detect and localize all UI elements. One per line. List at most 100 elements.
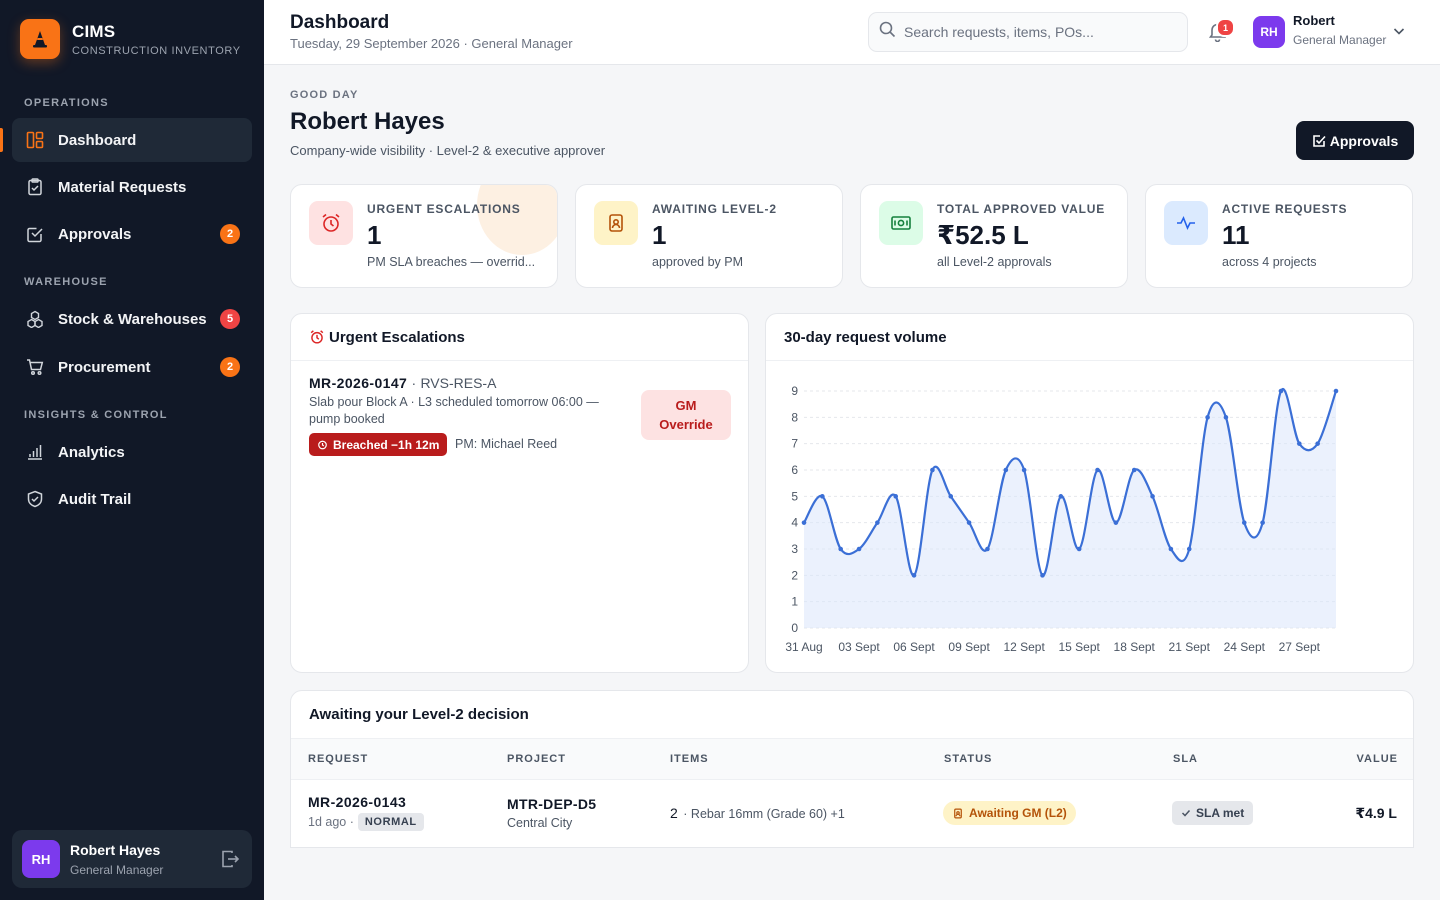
kpi-total-approved-value[interactable]: TOTAL APPROVED VALUE ₹52.5 L all Level-2… (860, 184, 1128, 288)
search-input[interactable] (904, 24, 1174, 40)
y-tick-label: 5 (791, 489, 798, 503)
sidebar-item-material-requests[interactable]: Material Requests (12, 165, 252, 209)
banknote-icon (879, 201, 923, 245)
level2-decisions-panel: Awaiting your Level-2 decision REQUEST P… (290, 690, 1414, 848)
data-point[interactable] (1297, 441, 1302, 446)
header-user-info[interactable]: Robert General Manager (1293, 13, 1386, 47)
clipboard-icon (26, 178, 44, 196)
data-point[interactable] (1241, 520, 1247, 525)
data-point[interactable] (1315, 441, 1320, 446)
escalation-project-sep: · (411, 375, 417, 391)
greeting-name: Robert Hayes (290, 108, 445, 135)
panel-title: Urgent Escalations (329, 328, 465, 346)
kpi-label: ACTIVE REQUESTS (1222, 202, 1348, 216)
sidebar-item-stock-warehouses[interactable]: Stock & Warehouses 5 (12, 297, 252, 341)
data-point[interactable] (875, 520, 880, 525)
data-point[interactable] (948, 494, 954, 499)
x-tick-label: 31 Aug (785, 640, 822, 654)
data-point[interactable] (1278, 388, 1284, 394)
brand[interactable]: CIMS CONSTRUCTION INVENTORY (20, 19, 241, 59)
data-point[interactable] (1040, 573, 1045, 578)
data-point[interactable] (1095, 467, 1100, 473)
data-point[interactable] (1223, 415, 1229, 420)
kpi-value: ₹52.5 L (937, 220, 1029, 250)
data-point[interactable] (985, 546, 990, 552)
x-tick-label: 15 Sept (1058, 640, 1100, 654)
data-point[interactable] (930, 467, 935, 473)
x-tick-label: 03 Sept (838, 640, 880, 654)
data-point[interactable] (1113, 520, 1119, 525)
y-tick-label: 3 (791, 542, 798, 556)
sla-text: SLA met (1196, 806, 1245, 820)
y-tick-label: 0 (791, 621, 798, 635)
kpi-urgent-escalations[interactable]: URGENT ESCALATIONS 1 PM SLA breaches — o… (290, 184, 558, 288)
panel-header: Urgent Escalations (291, 314, 748, 361)
data-point[interactable] (801, 520, 807, 525)
series-line (803, 387, 1338, 577)
brand-name: CIMS (72, 21, 116, 41)
request-id[interactable]: MR-2026-0143 (308, 794, 407, 810)
x-tick-label: 12 Sept (1003, 640, 1045, 654)
data-point[interactable] (820, 494, 825, 499)
data-point[interactable] (1076, 546, 1082, 552)
data-point[interactable] (1168, 546, 1174, 552)
column-header-value: VALUE (1356, 753, 1398, 765)
data-point[interactable] (1003, 467, 1009, 473)
sidebar-item-dashboard[interactable]: Dashboard (0, 118, 252, 162)
gm-override-button[interactable]: GM Override (641, 390, 731, 440)
data-point[interactable] (966, 520, 972, 525)
y-tick-label: 7 (791, 437, 798, 451)
data-point[interactable] (1205, 415, 1210, 420)
search-box[interactable] (868, 12, 1188, 52)
status-cell: Awaiting GM (L2) (943, 801, 1076, 825)
alarm-clock-icon (309, 201, 353, 245)
sidebar-item-analytics[interactable]: Analytics (12, 430, 252, 474)
escalation-request-id[interactable]: MR-2026-0147 · RVS-RES-A (309, 375, 496, 391)
sidebar-item-label: Audit Trail (58, 490, 132, 508)
data-point[interactable] (1131, 467, 1137, 473)
x-tick-label: 18 Sept (1114, 640, 1156, 654)
y-tick-label: 6 (791, 463, 798, 477)
sidebar-item-label: Approvals (58, 225, 132, 243)
kpi-awaiting-level-2[interactable]: AWAITING LEVEL-2 1 approved by PM (575, 184, 843, 288)
badge-icon (594, 201, 638, 245)
data-point[interactable] (838, 546, 843, 552)
chevron-down-icon[interactable] (1392, 24, 1406, 43)
x-tick-label: 21 Sept (1169, 640, 1211, 654)
data-point[interactable] (1260, 520, 1265, 525)
logout-icon[interactable] (220, 849, 240, 874)
sidebar-item-label: Procurement (58, 358, 151, 376)
sidebar-item-label: Material Requests (58, 178, 187, 196)
search-icon (879, 21, 896, 43)
priority-badge: NORMAL (357, 813, 424, 831)
header-avatar[interactable]: RH (1253, 16, 1285, 48)
bar-chart-icon (26, 443, 44, 461)
data-point[interactable] (856, 546, 862, 552)
status-badge: Awaiting GM (L2) (943, 801, 1076, 825)
data-point[interactable] (1186, 546, 1192, 552)
alarm-clock-icon (310, 330, 324, 344)
panel-header: Awaiting your Level-2 decision (291, 691, 1413, 738)
status-text: Awaiting GM (L2) (969, 806, 1067, 820)
project-cell: MTR-DEP-D5 Central City (507, 796, 596, 830)
sidebar-item-approvals[interactable]: Approvals 2 (12, 212, 252, 256)
sidebar-item-procurement[interactable]: Procurement 2 (12, 345, 252, 389)
panel-header: 30-day request volume (766, 314, 1413, 361)
greeting-subtitle: Company-wide visibility · Level-2 & exec… (290, 143, 606, 158)
table-header: REQUEST PROJECT ITEMS STATUS SLA VALUE (291, 738, 1413, 780)
kpi-active-requests[interactable]: ACTIVE REQUESTS 11 across 4 projects (1145, 184, 1413, 288)
data-point[interactable] (1021, 467, 1027, 473)
data-point[interactable] (1058, 494, 1064, 499)
escalation-description: Slab pour Block A · L3 scheduled tomorro… (309, 395, 599, 426)
x-tick-label: 24 Sept (1224, 640, 1266, 654)
data-point[interactable] (1333, 388, 1339, 394)
sidebar-user-card[interactable]: RH Robert Hayes General Manager (12, 830, 252, 888)
data-point[interactable] (911, 573, 917, 578)
data-point[interactable] (1150, 494, 1155, 499)
brand-subtitle: CONSTRUCTION INVENTORY (72, 44, 241, 57)
sidebar-item-audit-trail[interactable]: Audit Trail (12, 477, 252, 521)
data-point[interactable] (893, 494, 899, 499)
project-code: MTR-DEP-D5 (507, 796, 597, 812)
override-line-2: Override (659, 417, 713, 432)
approvals-button[interactable]: Approvals (1296, 121, 1414, 160)
